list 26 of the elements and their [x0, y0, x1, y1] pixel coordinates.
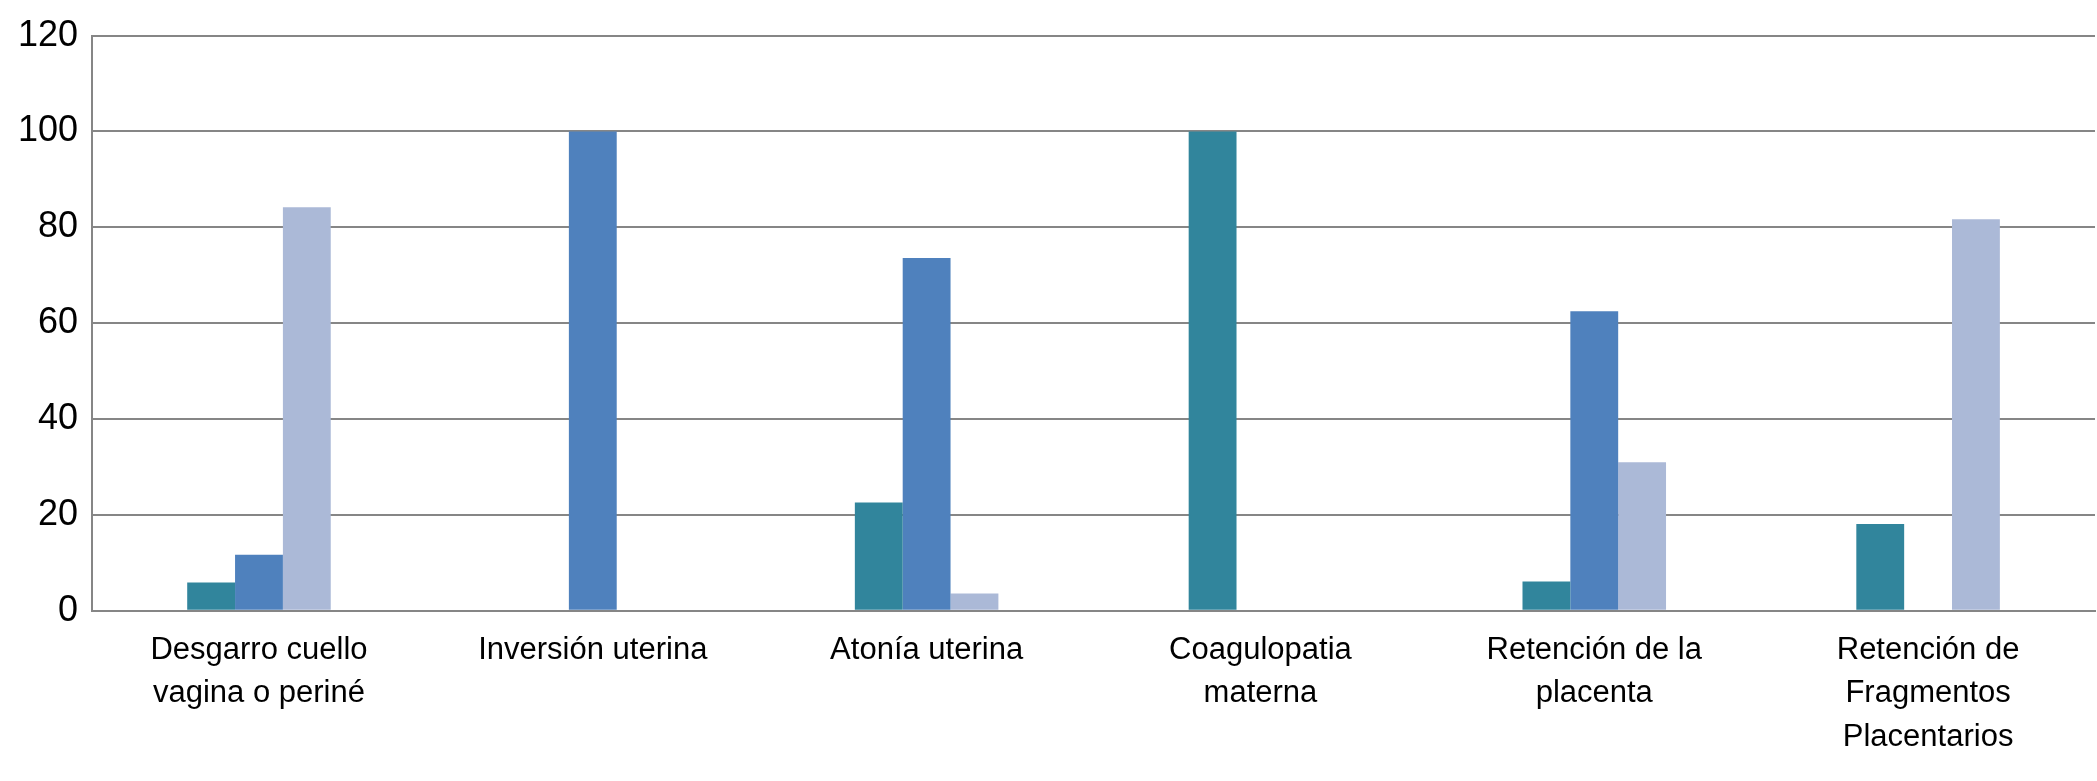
bar: [235, 554, 283, 610]
x-tick-label: Retención de la placenta: [1486, 631, 1703, 710]
bar: [1522, 581, 1571, 610]
y-tick-label: 100: [17, 108, 79, 150]
bar: [1570, 311, 1619, 610]
bar: [1856, 524, 1905, 610]
x-tick-label: Atonía uterina: [830, 631, 1024, 667]
bar: [1618, 462, 1667, 610]
y-tick-label: 80: [38, 204, 79, 246]
y-tick-label: 0: [58, 587, 79, 629]
y-tick-label: 120: [17, 12, 79, 54]
x-tick-label: Retención de Fragmentos Placentarios: [1836, 631, 2020, 753]
bar: [1952, 219, 2000, 610]
bar: [282, 207, 331, 610]
bar: [902, 258, 951, 610]
bar: [1188, 131, 1237, 610]
bar: [187, 582, 236, 610]
y-tick-label: 60: [38, 300, 79, 342]
x-tick-label: Inversión uterina: [478, 631, 709, 667]
x-tick-label: Coagulopatia materna: [1169, 631, 1353, 710]
y-tick-label: 20: [38, 491, 79, 533]
x-tick-label: Desgarro cuello vagina o periné: [150, 631, 368, 710]
bar: [568, 131, 617, 610]
y-tick-label: 40: [38, 395, 79, 437]
bar: [950, 593, 999, 610]
bar: [854, 502, 903, 610]
